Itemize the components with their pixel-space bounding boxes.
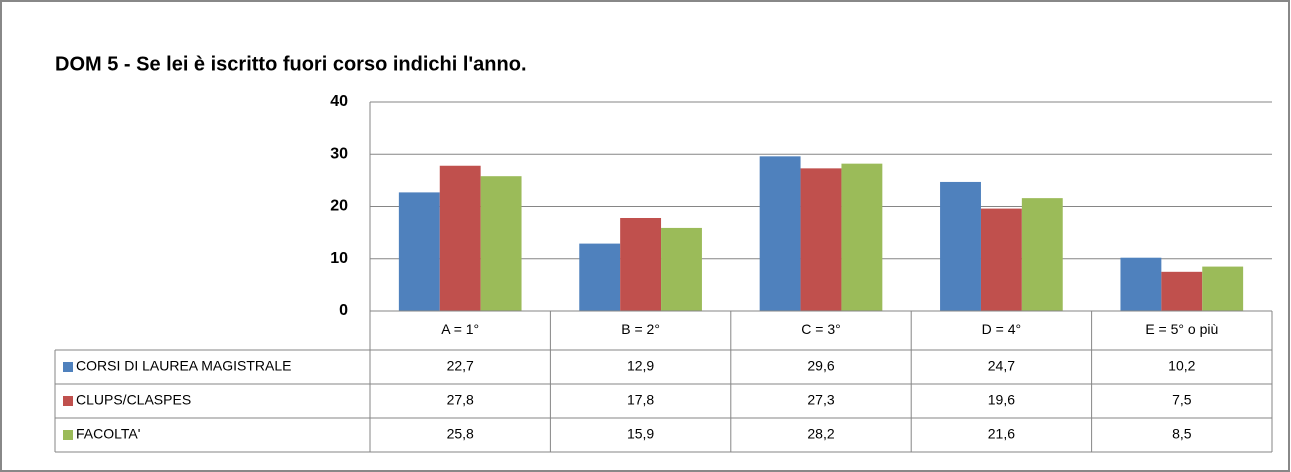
x-tick-label: E = 5° o più [1145,321,1218,337]
table-value: 7,5 [1172,392,1192,408]
legend-swatch [63,396,73,406]
legend-swatch [63,430,73,440]
bar [980,208,1022,311]
bar [800,168,842,311]
bar [620,217,662,311]
bar [1021,198,1063,311]
table-value: 25,8 [447,426,474,442]
y-tick-label: 10 [330,250,348,267]
table-value: 12,9 [627,358,654,374]
table-value: 24,7 [988,358,1015,374]
legend-label: FACOLTA' [76,426,140,442]
table-value: 15,9 [627,426,654,442]
bar [661,227,702,311]
table-value: 8,5 [1172,426,1192,442]
legend-swatch [63,362,73,372]
bar [1120,257,1162,311]
table-value: 28,2 [807,426,834,442]
bar [439,165,481,311]
table-value: 21,6 [988,426,1015,442]
y-tick-label: 20 [330,198,348,215]
y-tick-label: 30 [330,145,348,162]
bar [759,156,801,311]
legend-label: CORSI DI LAUREA MAGISTRALE [76,358,292,374]
table-value: 19,6 [988,392,1015,408]
legend-label: CLUPS/CLASPES [76,392,191,408]
x-tick-label: D = 4° [982,321,1021,337]
chart-title: DOM 5 - Se lei è iscritto fuori corso in… [55,53,527,75]
bar [1161,271,1203,311]
bar [579,243,621,311]
table-value: 10,2 [1168,358,1195,374]
x-tick-label: B = 2° [621,321,660,337]
x-tick-label: A = 1° [441,321,479,337]
x-tick-label: C = 3° [801,321,840,337]
table-value: 22,7 [447,358,474,374]
bar [398,192,440,311]
bar [1202,266,1244,311]
bar [940,181,981,311]
bar [480,176,522,311]
y-tick-label: 40 [330,93,348,110]
y-tick-label: 0 [339,302,348,319]
bar [841,163,883,311]
table-value: 29,6 [807,358,834,374]
table-value: 27,8 [447,392,474,408]
table-value: 17,8 [627,392,654,408]
table-value: 27,3 [807,392,834,408]
